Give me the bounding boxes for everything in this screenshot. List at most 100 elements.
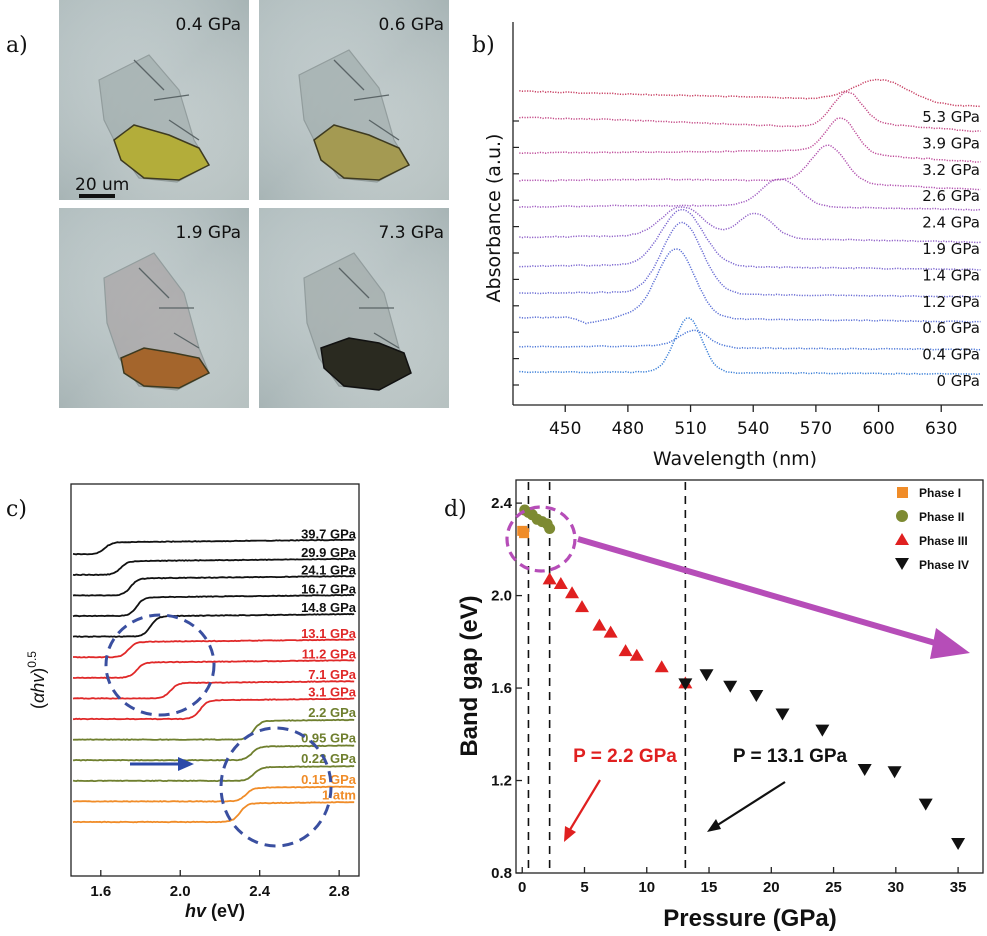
panel-b-xtick-label-480: 480 — [612, 419, 644, 439]
panel-c-xtick-label-1-6: 1.6 — [90, 883, 111, 900]
scale-bar-label: 20 um — [75, 175, 129, 195]
tauc-curve-13-1-gpa — [73, 638, 355, 659]
crystal-1 — [113, 124, 211, 181]
spectrum-label-0-4-gpa: 0.4 GPa — [922, 346, 980, 364]
panel-d-xtick-label-5: 5 — [580, 879, 588, 896]
scale-bar — [79, 194, 115, 198]
point-phase-iv-4 — [775, 708, 790, 721]
spectrum-2-4-gpa — [519, 178, 981, 211]
spectrum-3-2-gpa — [519, 117, 981, 163]
tauc-label-29-9-gpa: 29.9 GPa — [301, 545, 357, 560]
panel-b-xtick-label-600: 600 — [862, 419, 894, 439]
spectrum-1-4-gpa — [519, 208, 981, 271]
point-phase-iv-7 — [887, 766, 902, 779]
legend-phase-i: Phase I — [919, 486, 961, 500]
tauc-curve-0-95-gpa — [72, 744, 355, 762]
panel-d-frame — [515, 479, 984, 874]
panel-b-xtick-label-570: 570 — [800, 419, 832, 439]
panel-c-ticks: 1.6 2.0 2.4 2.8 — [90, 870, 350, 900]
panel-b: b) 0 GPa 0.4 GPa 0.6 GPa 1.2 GPa 1.4 GPa 1.9 … — [472, 22, 983, 470]
annotation-p22: P = 2.2 GPa — [573, 746, 677, 767]
panel-b-xtick-label-510: 510 — [674, 419, 706, 439]
point-phase-iii-7 — [629, 648, 644, 661]
panel-c-xtick-label-2-8: 2.8 — [329, 883, 350, 900]
panel-d-xtick-label-35: 35 — [950, 879, 967, 896]
tauc-curve-11-2-gpa — [72, 659, 355, 680]
panel-b-ticks: 450 480 510 540 570 600 630 — [513, 120, 957, 439]
point-phase-iv-8 — [918, 798, 933, 811]
panel-d-ylabel: Band gap (eV) — [456, 595, 483, 756]
legend-phase-iii: Phase III — [919, 534, 968, 548]
spectrum-0-gpa — [519, 317, 981, 376]
spectrum-label-1-2-gpa: 1.2 GPa — [922, 293, 980, 311]
tauc-curve-29-9-gpa — [72, 557, 355, 577]
tauc-curve-39-7-gpa — [72, 538, 355, 556]
crystal-2 — [313, 124, 411, 181]
spectrum-label-5-3-gpa: 5.3 GPa — [922, 108, 980, 126]
panel-c-ylabel: (αhv)0.5 — [25, 651, 48, 709]
legend-phase-iv: Phase IV — [919, 558, 969, 572]
point-phase-iv-6 — [857, 763, 872, 776]
tauc-label-7-1-gpa: 7.1 GPa — [308, 667, 356, 682]
spectrum-0-4-gpa — [519, 329, 981, 351]
legend-marker-phase-i — [897, 487, 908, 498]
legend: Phase I Phase II Phase III Phase IV — [895, 486, 969, 572]
annotation-p22-arrow — [567, 779, 601, 834]
panel-d-ticks: 0 5 10 15 20 25 30 35 0.8 1.2 1.6 2.0 2.4 — [491, 495, 966, 896]
micrograph-1: 0.4 GPa 20 um — [59, 0, 249, 200]
point-phase-ii-6 — [544, 523, 556, 535]
micrograph-2-pressure: 0.6 GPa — [378, 15, 444, 35]
point-phase-iii-8 — [654, 660, 669, 673]
tauc-label-0-15-gpa: 0.15 GPa — [301, 772, 357, 787]
micrograph-3: 1.9 GPa — [59, 208, 249, 408]
panel-b-letter: b) — [472, 33, 495, 58]
panel-c-xtick-label-2-4: 2.4 — [249, 883, 271, 900]
spectrum-label-1-4-gpa: 1.4 GPa — [922, 266, 980, 284]
panel-c-frame — [70, 483, 360, 877]
tauc-curve-16-7-gpa — [72, 593, 355, 618]
micrograph-2: 0.6 GPa — [259, 0, 449, 200]
panel-b-ylabel: Absorbance (a.u.) — [483, 134, 505, 303]
spectrum-0-6-gpa — [519, 248, 981, 325]
point-phase-iv-2 — [723, 680, 738, 693]
spectrum-label-2-4-gpa: 2.4 GPa — [922, 214, 980, 232]
panel-c-xtick-label-2-0: 2.0 — [170, 883, 191, 900]
crystal-3 — [120, 347, 211, 389]
panel-d-ytick-label-2-0: 2.0 — [491, 588, 512, 605]
point-phase-iv-3 — [749, 689, 764, 702]
panel-a-letter: a) — [6, 33, 28, 58]
panel-c-arrowhead — [178, 757, 194, 771]
tauc-label-14-8-gpa: 14.8 GPa — [301, 600, 357, 615]
spectrum-label-2-6-gpa: 2.6 GPa — [922, 187, 980, 205]
panel-d-xtick-label-10: 10 — [638, 879, 655, 896]
point-phase-iv-5 — [815, 724, 830, 737]
spectrum-5-3-gpa — [519, 78, 981, 108]
tauc-label-11-2-gpa: 11.2 GPa — [302, 647, 357, 662]
point-phase-iii-1 — [553, 577, 568, 590]
spectrum-1-2-gpa — [519, 221, 981, 298]
panel-b-series: 0 GPa 0.4 GPa 0.6 GPa 1.2 GPa 1.4 GPa 1.9 GPa… — [519, 78, 981, 390]
point-phase-iii-5 — [603, 625, 618, 638]
panel-c-xlabel: hv (eV) — [185, 901, 245, 921]
spectrum-label-3-9-gpa: 3.9 GPa — [922, 134, 980, 152]
tauc-curve-0-22-gpa — [72, 765, 355, 783]
panel-d-ytick-label-1-2: 1.2 — [491, 773, 512, 790]
panel-b-xtick-label-540: 540 — [737, 419, 769, 439]
annotation-p131: P = 13.1 GPa — [733, 746, 848, 767]
spectrum-1-9-gpa — [519, 206, 981, 244]
legend-phase-ii: Phase II — [919, 510, 964, 524]
legend-marker-phase-iii — [895, 533, 909, 545]
panel-b-xtick-label-450: 450 — [549, 419, 581, 439]
phase-ii-highlight — [505, 505, 577, 573]
highlight-ellipse-upper — [104, 613, 216, 717]
panel-d-xtick-label-15: 15 — [701, 879, 718, 896]
panel-b-xtick-label-630: 630 — [925, 419, 957, 439]
point-phase-iii-2 — [565, 586, 580, 599]
panel-d-xtick-label-30: 30 — [887, 879, 904, 896]
annotation-p22-arrowhead — [564, 826, 576, 842]
tauc-label-3-1-gpa: 3.1 GPa — [308, 684, 356, 699]
legend-marker-phase-iv — [895, 558, 909, 570]
panel-d-points — [517, 504, 966, 850]
